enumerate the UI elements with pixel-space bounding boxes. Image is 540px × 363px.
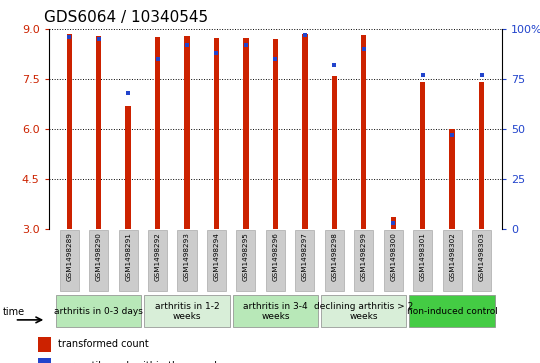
- Point: [271, 56, 280, 62]
- FancyBboxPatch shape: [384, 230, 403, 291]
- Point: [94, 36, 103, 42]
- Bar: [66, 34, 72, 229]
- Bar: [479, 82, 484, 229]
- FancyBboxPatch shape: [295, 230, 314, 291]
- Text: arthritis in 3-4
weeks: arthritis in 3-4 weeks: [243, 302, 308, 321]
- Point: [301, 32, 309, 38]
- Text: transformed count: transformed count: [58, 339, 149, 349]
- Text: GSM1498294: GSM1498294: [213, 232, 219, 281]
- Text: arthritis in 0-3 days: arthritis in 0-3 days: [54, 307, 143, 316]
- FancyBboxPatch shape: [207, 230, 226, 291]
- FancyBboxPatch shape: [89, 230, 108, 291]
- Bar: [96, 36, 102, 229]
- Text: time: time: [3, 307, 25, 317]
- Point: [153, 56, 162, 62]
- Point: [212, 50, 221, 56]
- Text: GSM1498297: GSM1498297: [302, 232, 308, 281]
- Point: [183, 42, 191, 48]
- Bar: [38, 358, 51, 363]
- Point: [448, 132, 456, 138]
- FancyBboxPatch shape: [354, 230, 373, 291]
- Bar: [449, 129, 455, 229]
- Bar: [214, 38, 219, 229]
- Bar: [184, 36, 190, 229]
- FancyBboxPatch shape: [56, 295, 141, 327]
- FancyBboxPatch shape: [237, 230, 255, 291]
- Text: GSM1498289: GSM1498289: [66, 232, 72, 281]
- Point: [477, 72, 486, 78]
- Text: GSM1498290: GSM1498290: [96, 232, 102, 281]
- FancyBboxPatch shape: [148, 230, 167, 291]
- FancyBboxPatch shape: [233, 295, 318, 327]
- FancyBboxPatch shape: [472, 230, 491, 291]
- Text: GSM1498301: GSM1498301: [420, 232, 426, 281]
- FancyBboxPatch shape: [443, 230, 462, 291]
- Text: GSM1498302: GSM1498302: [449, 232, 455, 281]
- Text: GSM1498298: GSM1498298: [332, 232, 338, 281]
- Text: percentile rank within the sample: percentile rank within the sample: [58, 361, 223, 363]
- Point: [389, 220, 397, 225]
- Text: GSM1498303: GSM1498303: [478, 232, 484, 281]
- Text: non-induced control: non-induced control: [407, 307, 497, 316]
- FancyBboxPatch shape: [119, 230, 138, 291]
- FancyBboxPatch shape: [325, 230, 344, 291]
- FancyBboxPatch shape: [178, 230, 197, 291]
- FancyBboxPatch shape: [144, 295, 230, 327]
- Text: arthritis in 1-2
weeks: arthritis in 1-2 weeks: [155, 302, 219, 321]
- Bar: [361, 35, 367, 229]
- FancyBboxPatch shape: [413, 230, 432, 291]
- FancyBboxPatch shape: [266, 230, 285, 291]
- Text: GDS6064 / 10340545: GDS6064 / 10340545: [44, 10, 208, 25]
- Bar: [420, 82, 426, 229]
- Point: [360, 46, 368, 52]
- Bar: [38, 337, 51, 352]
- Text: GSM1498300: GSM1498300: [390, 232, 396, 281]
- Text: GSM1498299: GSM1498299: [361, 232, 367, 281]
- FancyBboxPatch shape: [60, 230, 79, 291]
- Point: [241, 42, 250, 48]
- Bar: [332, 76, 337, 229]
- Text: GSM1498293: GSM1498293: [184, 232, 190, 281]
- Bar: [273, 39, 278, 229]
- Point: [418, 72, 427, 78]
- Text: GSM1498296: GSM1498296: [272, 232, 279, 281]
- Point: [65, 34, 73, 40]
- Point: [124, 90, 132, 96]
- FancyBboxPatch shape: [409, 295, 495, 327]
- Text: GSM1498292: GSM1498292: [154, 232, 160, 281]
- Text: GSM1498291: GSM1498291: [125, 232, 131, 281]
- Text: declining arthritis > 2
weeks: declining arthritis > 2 weeks: [314, 302, 414, 321]
- Bar: [155, 37, 160, 229]
- Bar: [244, 38, 248, 229]
- Bar: [302, 34, 307, 229]
- Bar: [125, 106, 131, 229]
- FancyBboxPatch shape: [321, 295, 407, 327]
- Text: GSM1498295: GSM1498295: [243, 232, 249, 281]
- Bar: [390, 217, 396, 229]
- Point: [330, 62, 339, 68]
